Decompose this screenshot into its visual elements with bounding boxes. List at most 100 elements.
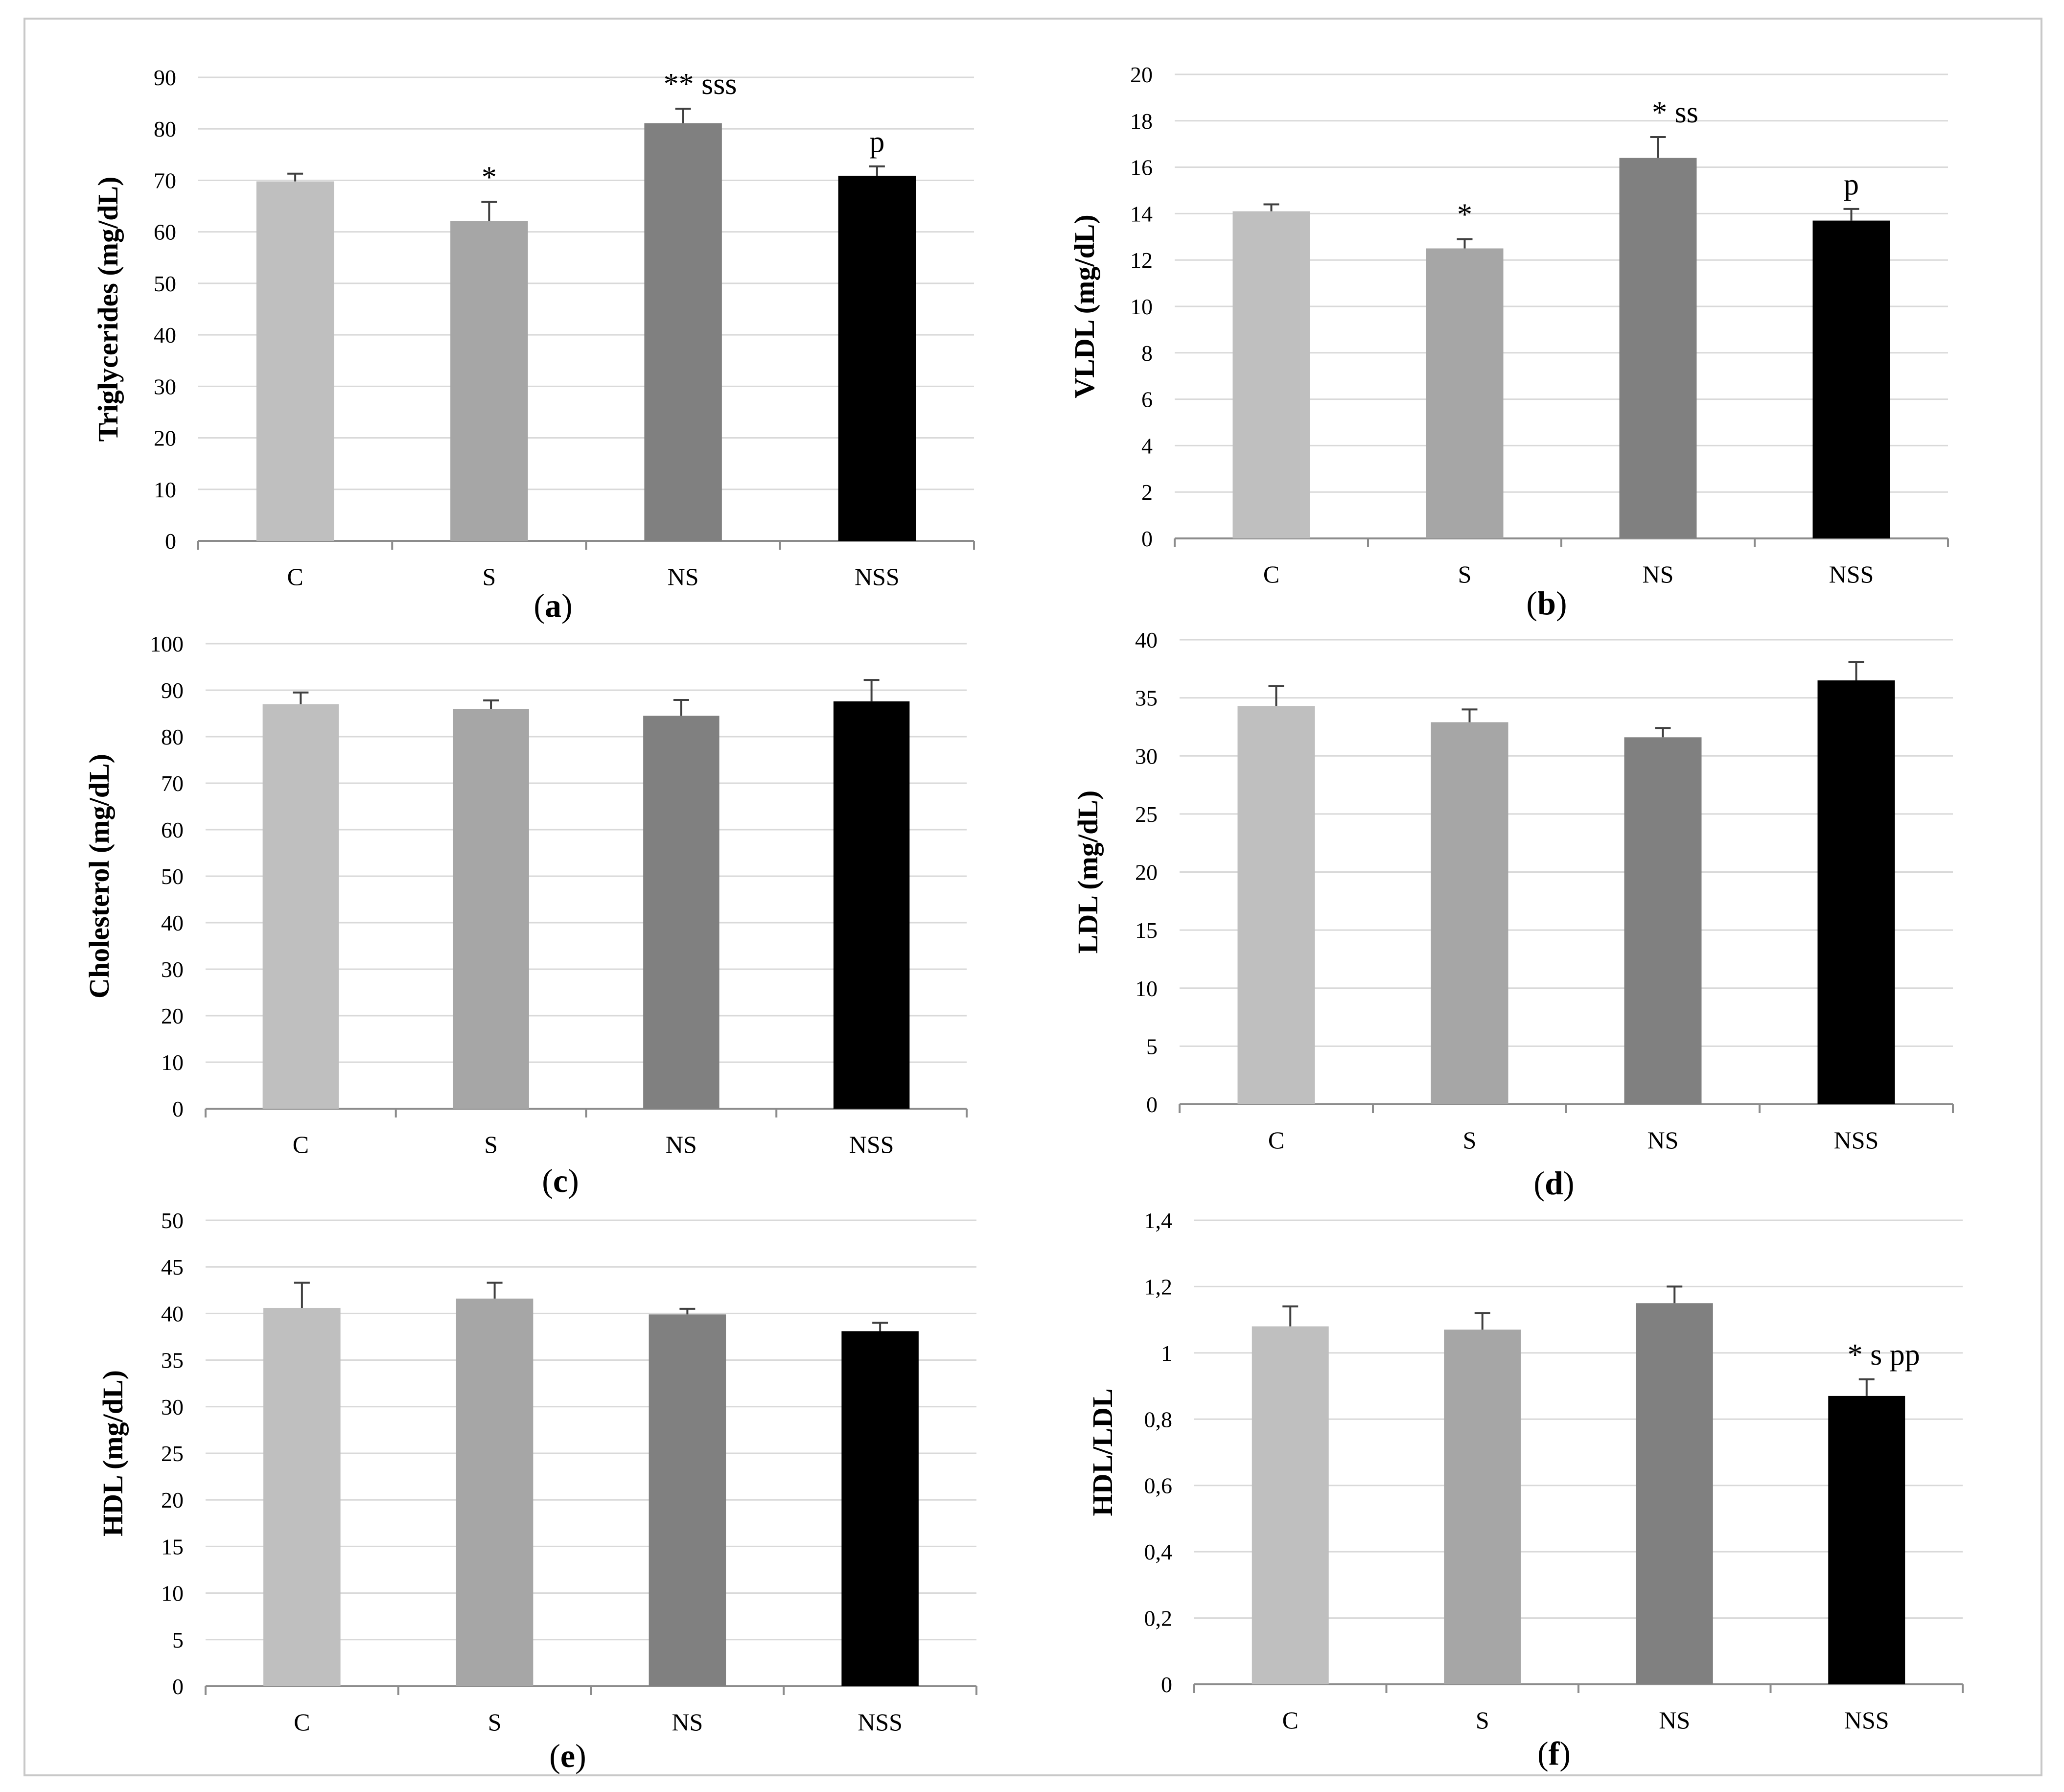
bar-s <box>456 1298 533 1686</box>
y-tick-label: 0,8 <box>1144 1407 1173 1432</box>
y-tick-label: 35 <box>161 1348 184 1373</box>
panel-label: (e) <box>549 1737 586 1774</box>
category-label: C <box>293 1131 309 1158</box>
bar-nss <box>841 1331 919 1686</box>
bar-s <box>453 709 529 1109</box>
category-label: S <box>482 563 496 590</box>
y-tick-label: 80 <box>154 116 176 141</box>
y-tick-label: 40 <box>154 323 176 348</box>
y-tick-label: 30 <box>161 1395 184 1420</box>
bar-c <box>262 704 339 1109</box>
y-tick-label: 0 <box>165 529 176 554</box>
category-label: S <box>1463 1126 1477 1154</box>
panel-a-chart: 0 10 20 30 40 50 60 70 80 90 C S * NS ** sss NSS p Trigly… <box>92 65 975 624</box>
y-tick-label: 0 <box>1146 1092 1158 1117</box>
bar-c <box>1232 211 1310 538</box>
y-tick-label: 80 <box>161 724 184 749</box>
y-tick-label: 0 <box>1141 526 1153 551</box>
y-tick-label: 30 <box>161 957 184 982</box>
category-label: NSS <box>858 1708 903 1736</box>
y-tick-label: 90 <box>154 65 176 90</box>
y-tick-label: 20 <box>161 1488 184 1513</box>
panel-label: (c) <box>542 1162 579 1199</box>
y-tick-label: 20 <box>161 1003 184 1028</box>
y-tick-label: 60 <box>161 817 184 842</box>
y-tick-label: 100 <box>150 631 184 656</box>
y-tick-label: 8 <box>1141 341 1153 366</box>
y-tick-label: 20 <box>154 426 176 451</box>
y-tick-label: 0,6 <box>1144 1473 1173 1498</box>
y-axis-label: Triglycerides (mg/dL) <box>92 177 124 442</box>
y-tick-label: 40 <box>1135 628 1158 652</box>
category-label: NS <box>666 1131 697 1158</box>
y-axis-label: HDL/LDL <box>1087 1388 1118 1516</box>
y-tick-label: 15 <box>161 1534 184 1559</box>
category-label: C <box>1263 560 1279 588</box>
y-tick-label: 10 <box>1135 976 1158 1001</box>
category-label: NSS <box>855 563 900 590</box>
panel-label: (d) <box>1533 1164 1574 1202</box>
y-axis-label: Cholesterol (mg/dL) <box>83 754 115 999</box>
y-tick-label: 16 <box>1130 155 1153 180</box>
y-tick-label: 14 <box>1130 201 1153 226</box>
significance-annotation: * ss <box>1652 96 1698 129</box>
panel-d-chart: 0 5 10 15 20 25 30 35 40 C S NS NSS LDL (mg/dL) (d) <box>1072 628 1954 1202</box>
y-tick-label: 50 <box>161 864 184 889</box>
y-tick-label: 5 <box>1146 1034 1158 1059</box>
category-label: S <box>1458 560 1472 588</box>
y-tick-label: 12 <box>1130 248 1153 273</box>
y-tick-label: 4 <box>1141 433 1153 458</box>
significance-annotation: p <box>1844 168 1859 201</box>
bar-ns <box>649 1314 726 1686</box>
bar-c <box>1237 706 1315 1104</box>
y-axis-label: HDL (mg/dL) <box>97 1370 129 1536</box>
panel-e-chart: 0 5 10 15 20 25 30 35 40 45 50 C S NS NSS HDL (mg/dL) (e… <box>97 1208 977 1774</box>
category-label: S <box>488 1708 502 1736</box>
y-tick-label: 20 <box>1130 62 1153 87</box>
y-tick-label: 70 <box>161 771 184 796</box>
panel-label: (b) <box>1526 584 1567 622</box>
category-label: NSS <box>1834 1126 1879 1154</box>
y-tick-label: 25 <box>161 1441 184 1466</box>
y-tick-label: 30 <box>1135 744 1158 768</box>
category-label: S <box>484 1131 498 1158</box>
bar-nss <box>1817 680 1895 1104</box>
category-label: NSS <box>1829 560 1874 588</box>
bar-nss <box>833 701 910 1109</box>
y-tick-label: 90 <box>161 678 184 703</box>
category-label: C <box>1268 1126 1284 1154</box>
bar-c <box>1252 1326 1329 1684</box>
significance-annotation: * <box>482 161 497 194</box>
y-tick-label: 10 <box>154 477 176 502</box>
bar-ns <box>644 123 722 541</box>
category-label: NS <box>668 563 699 590</box>
y-axis-label: VLDL (mg/dL) <box>1068 214 1100 398</box>
y-tick-label: 10 <box>161 1050 184 1075</box>
significance-annotation: ** sss <box>664 68 737 101</box>
y-tick-label: 0,4 <box>1144 1539 1173 1564</box>
bar-s <box>1431 722 1508 1104</box>
panel-b-chart: 0 2 4 6 8 10 12 14 16 18 20 C S * NS * ss NSS p VLDL (mg/d… <box>1068 62 1949 622</box>
y-tick-label: 20 <box>1135 860 1158 885</box>
y-tick-label: 25 <box>1135 802 1158 827</box>
bar-ns <box>1636 1303 1713 1684</box>
y-tick-label: 10 <box>1130 294 1153 319</box>
y-tick-label: 0 <box>172 1096 184 1121</box>
y-tick-label: 50 <box>161 1208 184 1233</box>
y-tick-label: 1,2 <box>1144 1274 1173 1299</box>
y-tick-label: 50 <box>154 271 176 296</box>
bar-s <box>1426 248 1504 538</box>
y-tick-label: 30 <box>154 374 176 399</box>
category-label: C <box>1282 1706 1299 1734</box>
significance-annotation: p <box>869 125 884 159</box>
y-tick-label: 15 <box>1135 918 1158 943</box>
y-tick-label: 1 <box>1161 1341 1172 1366</box>
bar-nss <box>1828 1396 1905 1684</box>
category-label: S <box>1476 1706 1489 1734</box>
y-tick-label: 5 <box>172 1628 184 1652</box>
category-label: NSS <box>1844 1706 1889 1734</box>
bar-s <box>1444 1329 1521 1684</box>
y-axis-label: LDL (mg/dL) <box>1072 791 1104 954</box>
y-tick-label: 18 <box>1130 109 1153 134</box>
